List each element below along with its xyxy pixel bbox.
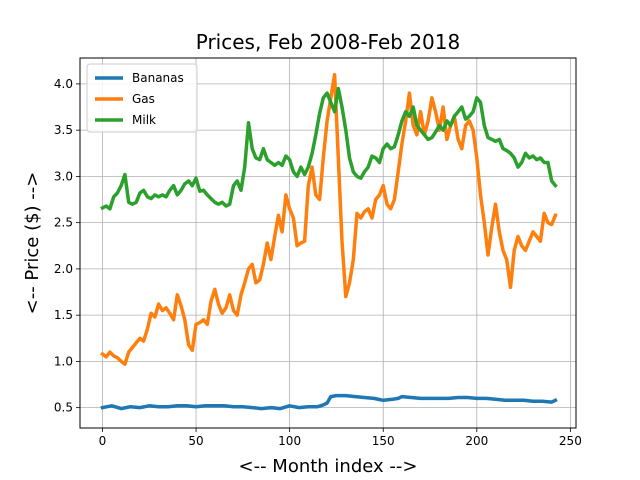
x-tick-label: 150 (372, 434, 395, 448)
x-tick-label: 50 (188, 434, 203, 448)
x-tick-label: 0 (99, 434, 107, 448)
y-tick-label: 0.5 (54, 401, 73, 415)
legend-box (86, 63, 198, 133)
axes-frame (79, 57, 577, 429)
series-line-milk (100, 86, 558, 211)
series-line-gas (100, 72, 558, 366)
y-axis-title: <-- Price ($) --> (22, 172, 43, 315)
legend-label-bananas: Bananas (132, 71, 184, 85)
legend-label-milk: Milk (132, 113, 156, 127)
y-tick-label: 1.0 (54, 354, 73, 368)
ticks: 0 50 100 150 200 250 0.5 1.0 1.5 2.0 2.5 3.0 3.5 4.0 (54, 77, 582, 448)
x-tick-label: 200 (465, 434, 488, 448)
x-tick-label: 100 (278, 434, 301, 448)
y-tick-label: 4.0 (54, 77, 73, 91)
chart-title: Prices, Feb 2008-Feb 2018 (196, 30, 460, 54)
y-tick-label: 3.0 (54, 169, 73, 183)
y-tick-label: 3.5 (54, 123, 73, 137)
series-line-bananas (100, 393, 558, 411)
legend-label-gas: Gas (132, 92, 155, 106)
y-tick-label: 2.0 (54, 262, 73, 276)
x-tick-label: 250 (559, 434, 582, 448)
y-tick-label: 2.5 (54, 216, 73, 230)
plot-area (100, 72, 558, 411)
legend: Bananas Gas Milk (86, 63, 198, 133)
y-tick-label: 1.5 (54, 308, 73, 322)
x-axis-title: <-- Month index --> (239, 456, 418, 477)
